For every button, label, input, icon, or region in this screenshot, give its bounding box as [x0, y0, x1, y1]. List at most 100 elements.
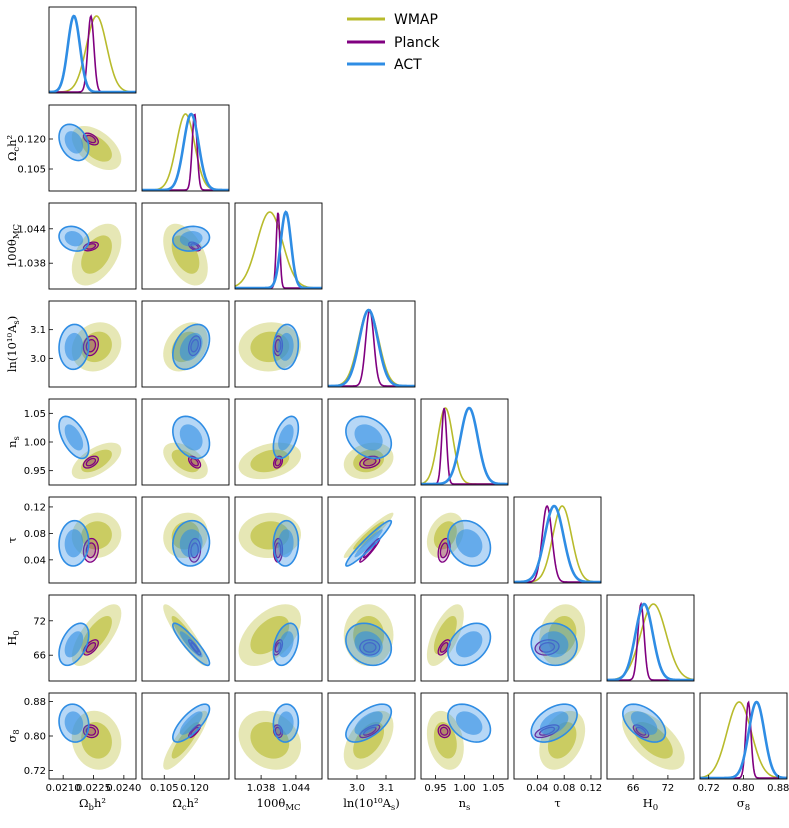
contour-95-outline-act [530, 703, 578, 743]
contour-68-act [630, 711, 658, 735]
legend-label-planck: Planck [394, 35, 440, 51]
marginal-curve-act-lnAs [328, 308, 415, 387]
x-tick-label: 3.0 [349, 783, 365, 794]
panel-frame [48, 202, 137, 290]
panel-content [163, 604, 211, 667]
legend-label-wmap: WMAP [394, 12, 438, 28]
panel-content [622, 703, 685, 770]
panel-ombh2-vs-ombh2 [48, 6, 137, 94]
marginal-curve-act-ombh2 [49, 14, 136, 93]
panel-frame [141, 594, 230, 682]
panel-content [58, 322, 122, 372]
contour-95-outline-act [272, 415, 300, 460]
x-tick-label: 3.1 [378, 783, 394, 794]
y-tick-label: 66 [33, 651, 46, 662]
panel-lnAs-vs-lnAs [327, 300, 416, 388]
contour-68-act [354, 631, 383, 658]
panel-frame [234, 300, 323, 388]
panel-lnAs-vs-omch2 [141, 300, 230, 388]
contour-68-act [278, 529, 294, 558]
panel-content [58, 223, 122, 286]
x-tick-label: 66 [627, 783, 640, 794]
y-tick-label: 1.05 [24, 409, 46, 420]
contour-68-planck [439, 542, 449, 559]
contour-95-outline-act [272, 703, 300, 743]
panel-H0-vs-tau [513, 594, 602, 682]
contour-68-act [455, 711, 483, 735]
panel-frame [234, 692, 323, 780]
panel-ns-vs-omch2 [141, 398, 230, 486]
panel-content [58, 415, 122, 480]
panel-theta-vs-omch2 [141, 202, 230, 290]
contour-95-outline-act [172, 225, 211, 252]
x-tick-label: 0.0225 [76, 783, 111, 794]
marginal-curve-act-sigma8 [700, 700, 787, 779]
contour-68-wmap [433, 615, 457, 655]
contour-68-planck [439, 642, 449, 653]
contour-95-outline-act [172, 415, 211, 460]
panel-frame [141, 496, 230, 584]
panel-frame [234, 594, 323, 682]
contour-68-act [179, 231, 203, 247]
y-tick-label: 1.038 [17, 259, 46, 270]
panel-content [58, 512, 122, 567]
marginal-curve-wmap-H0 [607, 603, 694, 681]
contour-68-act [64, 631, 84, 658]
contour-95-outline-act [447, 622, 492, 667]
x-axis-label-lnAs: ln(10¹⁰As) [343, 796, 400, 813]
x-axis-label-H0: H0 [643, 796, 658, 813]
contour-68-act [455, 631, 483, 658]
panel-frame [48, 496, 137, 584]
x-tick-label: 0.04 [526, 783, 548, 794]
y-axis-label-theta: 100θMC [5, 224, 22, 268]
panel-sigma8-vs-ns: 0.95 1.00 1.05 ns [420, 692, 509, 813]
contour-95-outline-act [345, 622, 393, 667]
contour-68-act [64, 131, 84, 154]
panel-content [328, 308, 415, 387]
panel-frame [234, 398, 323, 486]
panel-content [238, 415, 302, 480]
x-tick-label: 0.0210 [46, 783, 81, 794]
y-tick-label: 0.08 [24, 529, 46, 540]
y-axis-label-tau: τ [5, 537, 19, 543]
y-axis-label-ns: ns [5, 436, 22, 448]
panel-ns-vs-theta [234, 398, 323, 486]
contour-68-wmap [81, 722, 112, 759]
panel-content [421, 406, 508, 485]
x-axis-label-omch2: Ωch² [172, 796, 198, 813]
contour-95-outline-act [447, 703, 492, 743]
panel-frame [420, 594, 509, 682]
marginal-curve-planck-H0 [607, 601, 694, 681]
contour-68-act [64, 332, 84, 361]
x-tick-label: 0.80 [732, 783, 754, 794]
marginal-curve-act-ns [421, 406, 508, 485]
y-tick-label: 0.120 [17, 135, 46, 146]
panel-frame [48, 300, 137, 388]
panel-frame [513, 692, 602, 780]
contour-68-act [354, 711, 383, 735]
panel-sigma8-vs-lnAs: 3.0 3.1 ln(10¹⁰As) [327, 692, 416, 813]
panel-sigma8-vs-theta: 1.038 1.044 100θMC [234, 692, 323, 813]
x-tick-label: 0.105 [150, 783, 179, 794]
contour-68-act [64, 529, 84, 558]
contour-68-act [455, 529, 483, 558]
panel-ns-vs-ns [420, 398, 509, 486]
panel-tau-vs-omch2 [141, 496, 230, 584]
panel-frame [327, 398, 416, 486]
panel-sigma8-vs-sigma8: 0.72 0.80 0.88 σ8 [698, 692, 789, 813]
panel-content [343, 415, 394, 480]
panel-content [530, 604, 586, 667]
marginal-curve-wmap-sigma8 [700, 701, 787, 779]
panel-theta-vs-theta [234, 202, 323, 290]
y-tick-label: 0.04 [24, 555, 46, 566]
x-tick-label: 0.12 [580, 783, 602, 794]
contour-95-outline-act [58, 323, 90, 371]
y-tick-label: 0.95 [24, 466, 46, 477]
panel-frame [327, 692, 416, 780]
panel-content [238, 703, 302, 770]
panel-frame [48, 104, 137, 192]
contour-95-outline-act [172, 622, 211, 667]
panel-frame [141, 300, 230, 388]
